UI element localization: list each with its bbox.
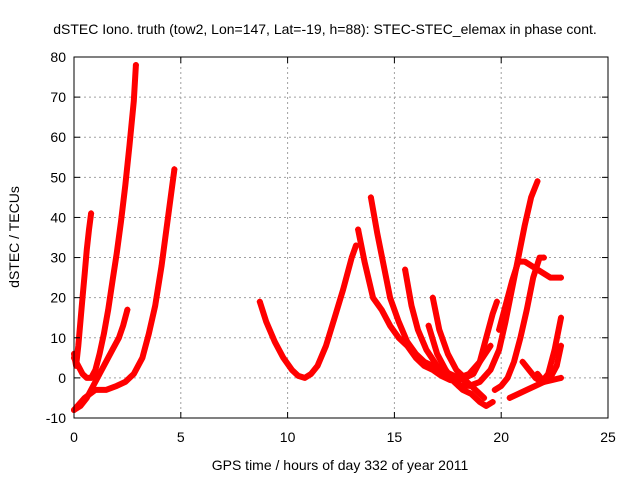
data-point (256, 298, 263, 305)
x-tick-label: 5 (177, 429, 185, 445)
data-point (425, 322, 432, 329)
data-point (558, 274, 565, 281)
data-point (540, 254, 547, 261)
data-point (558, 314, 565, 321)
data-point (534, 178, 541, 185)
y-tick-label: 20 (50, 290, 66, 306)
series-line (425, 322, 496, 409)
data-point (496, 326, 503, 333)
data-point (88, 210, 95, 217)
series-line (71, 210, 95, 369)
series-s16 (534, 342, 565, 385)
series-layer (71, 62, 565, 413)
data-point (402, 266, 409, 273)
series-line (429, 294, 500, 381)
data-point (487, 342, 494, 349)
series-line (71, 62, 139, 381)
x-tick-label: 25 (600, 429, 616, 445)
data-point (429, 294, 436, 301)
data-point (132, 62, 139, 69)
chart-title: dSTEC Iono. truth (tow2, Lon=147, Lat=-1… (53, 21, 597, 37)
x-tick-label: 20 (493, 429, 509, 445)
data-point (489, 398, 496, 405)
data-point (534, 370, 541, 377)
y-tick-label: 10 (50, 330, 66, 346)
series-s5 (256, 242, 359, 381)
y-tick-label: 50 (50, 169, 66, 185)
series-s13 (496, 258, 565, 333)
data-point (558, 342, 565, 349)
data-point (352, 242, 359, 249)
data-point (455, 382, 462, 389)
y-tick-label: 40 (50, 209, 66, 225)
series-s11 (455, 178, 541, 389)
data-point (493, 298, 500, 305)
data-point (355, 226, 362, 233)
series-line (256, 242, 359, 381)
series-line (455, 178, 541, 389)
data-point (367, 194, 374, 201)
series-line (71, 166, 178, 413)
data-point (124, 306, 131, 313)
x-axis-label: GPS time / hours of day 332 of year 2011 (212, 457, 469, 473)
data-point (491, 386, 498, 393)
y-tick-label: 80 (50, 49, 66, 65)
series-line (534, 342, 564, 385)
data-point (506, 394, 513, 401)
y-tick-label: 70 (50, 89, 66, 105)
series-s6 (355, 226, 462, 385)
data-point (171, 166, 178, 173)
y-tick-label: 30 (50, 250, 66, 266)
x-tick-label: 0 (70, 429, 78, 445)
data-point (558, 374, 565, 381)
series-s10 (425, 322, 496, 409)
data-point (519, 358, 526, 365)
data-point (481, 394, 488, 401)
series-line (496, 258, 564, 333)
y-tick-label: 0 (58, 370, 66, 386)
y-tick-label: 60 (50, 129, 66, 145)
x-tick-label: 15 (387, 429, 403, 445)
series-s9 (429, 294, 500, 381)
series-line (355, 226, 462, 385)
plot-frame (73, 56, 609, 419)
series-s12 (491, 254, 547, 393)
x-tick-label: 10 (280, 429, 296, 445)
y-axis-label: dSTEC / TECUs (6, 186, 22, 288)
series-line (491, 254, 547, 393)
y-tick-label: -10 (46, 410, 66, 426)
